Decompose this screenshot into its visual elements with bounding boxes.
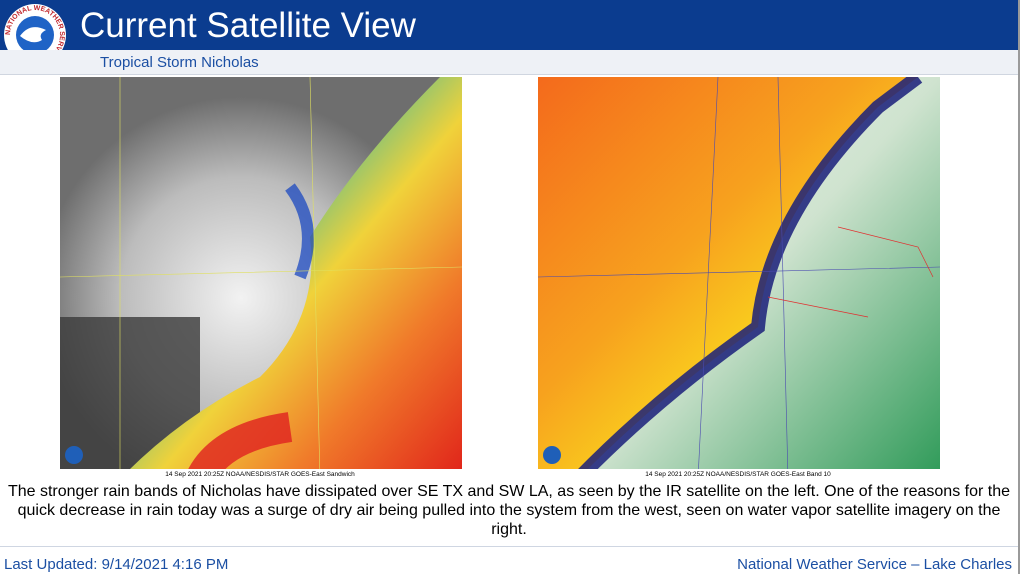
- header-bar: NATIONAL WEATHER SERVICE Current Satelli…: [0, 0, 1018, 66]
- water-vapor-image: 14 Sep 2021 20:25Z NOAA/NESDIS/STAR GOES…: [538, 77, 940, 479]
- image-caption: 14 Sep 2021 20:25Z NOAA/NESDIS/STAR GOES…: [165, 471, 355, 478]
- ir-satellite-image: 14 Sep 2021 20:25Z NOAA/NESDIS/STAR GOES…: [60, 77, 462, 479]
- edge: [1018, 0, 1020, 574]
- subtitle-bar: Tropical Storm Nicholas: [0, 50, 1018, 75]
- body-text: The stronger rain bands of Nicholas have…: [7, 483, 1011, 538]
- subtitle: Tropical Storm Nicholas: [100, 54, 259, 71]
- office-name: National Weather Service – Lake Charles: [737, 556, 1012, 573]
- footer-line: [0, 546, 1018, 547]
- image-caption: 14 Sep 2021 20:25Z NOAA/NESDIS/STAR GOES…: [645, 471, 831, 478]
- title: Current Satellite View: [80, 6, 416, 45]
- last-updated: Last Updated: 9/14/2021 4:16 PM: [4, 556, 229, 573]
